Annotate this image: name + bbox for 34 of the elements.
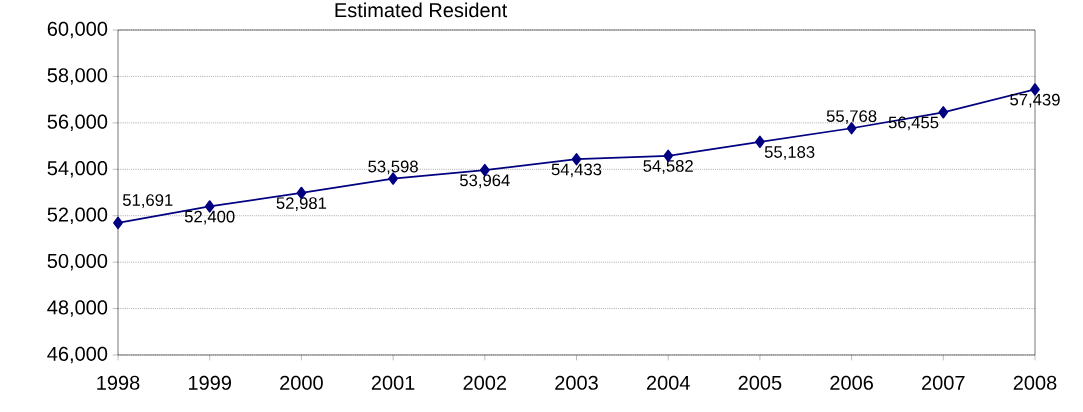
x-tick-label: 2008 bbox=[1013, 375, 1057, 390]
x-tick-label: 1999 bbox=[188, 375, 231, 390]
x-tick-label: 2002 bbox=[463, 375, 507, 390]
x-tick-label: 2005 bbox=[738, 375, 782, 390]
point bbox=[113, 216, 123, 230]
data-label: 54,582 bbox=[643, 160, 693, 174]
data-label: 57,439 bbox=[1010, 93, 1060, 108]
y-tick-label: 60,000 bbox=[47, 21, 108, 39]
y-tick-label: 48,000 bbox=[47, 300, 108, 317]
data-label: 55,183 bbox=[764, 146, 815, 160]
y-tick-label: 54,000 bbox=[47, 161, 108, 178]
y-tick-label: 52,000 bbox=[47, 207, 108, 224]
point bbox=[938, 106, 949, 119]
data-label: 55,768 bbox=[826, 110, 877, 124]
data-label: 54,433 bbox=[551, 163, 602, 178]
y-tick-label: 58,000 bbox=[47, 68, 108, 85]
x-tick-label: 2007 bbox=[922, 375, 965, 390]
x-tick-label: 1998 bbox=[97, 375, 140, 390]
data-label: 52,400 bbox=[184, 210, 235, 225]
y-tick-label: 56,000 bbox=[47, 114, 108, 132]
data-label: 56,455 bbox=[888, 116, 939, 131]
point bbox=[755, 135, 765, 149]
x-tick-label: 2004 bbox=[646, 375, 690, 390]
data-label: 52,981 bbox=[276, 197, 327, 211]
chart-title: Estimated Resident bbox=[335, 2, 508, 18]
y-tick-label: 46,000 bbox=[47, 346, 108, 364]
x-tick-label: 2006 bbox=[830, 375, 873, 390]
y-tick-label: 50,000 bbox=[47, 253, 108, 271]
data-label: 53,598 bbox=[368, 160, 418, 175]
x-tick-label: 2000 bbox=[280, 375, 323, 390]
data-label: 53,964 bbox=[459, 174, 510, 189]
data-label: 51,691 bbox=[122, 194, 173, 208]
x-tick-label: 2003 bbox=[555, 375, 598, 390]
x-tick-label: 2001 bbox=[371, 375, 415, 390]
